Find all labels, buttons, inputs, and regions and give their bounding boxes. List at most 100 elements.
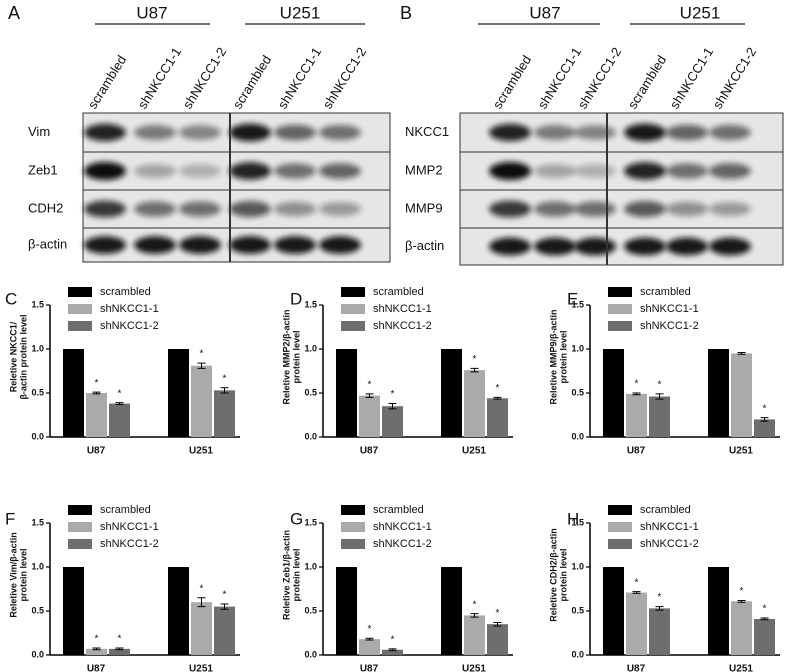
y-tick-label: 1.0 [31,561,44,571]
y-tick-label: 1.0 [304,343,317,353]
lane-label: shNKCC1-2 [320,45,369,112]
significance-mark: * [740,586,744,597]
bar [708,349,729,437]
band [134,125,176,140]
x-tick-label: U251 [729,446,753,457]
legend-label: scrambled [373,286,424,298]
x-tick-label: U251 [189,446,213,457]
bar [626,393,647,437]
error-bar [197,597,206,608]
legend-label: shNKCC1-1 [373,521,432,533]
band [574,164,616,178]
legend-label: shNKCC1-1 [373,303,432,315]
band [179,201,221,217]
y-tick-label: 0.0 [31,649,44,659]
significance-mark: * [223,373,227,384]
legend-label: shNKCC1-2 [373,538,432,550]
band [489,200,531,218]
x-tick-label: U87 [87,446,106,457]
error-bar [220,603,229,610]
bar [63,567,84,655]
band [624,237,666,256]
y-tick-label: 0.0 [304,431,317,441]
error-bar [365,393,374,398]
error-bar [92,391,101,395]
bar [359,395,380,437]
x-tick-label: U251 [462,664,486,672]
y-tick-label: 0.5 [31,605,44,615]
band [274,124,316,141]
error-bar [365,637,374,641]
lane-label: shNKCC1-2 [710,45,759,112]
bar [191,602,212,655]
band [574,125,616,140]
legend-swatch [341,522,365,532]
bar [359,639,380,655]
lane-label: shNKCC1-2 [180,45,229,112]
bar [441,567,462,655]
error-bar [655,393,664,400]
lane-label: shNKCC1-1 [275,45,324,112]
bar [109,648,130,655]
bar [63,349,84,437]
bar [754,419,775,437]
band [534,164,576,178]
bar [708,567,729,655]
bar [464,370,485,437]
significance-mark: * [391,389,395,400]
significance-mark: * [763,403,767,414]
y-tick-label: 1.5 [31,517,44,527]
band [709,124,751,141]
x-tick-label: U87 [360,664,379,672]
significance-mark: * [658,380,662,391]
significance-mark: * [223,590,227,601]
error-bar [115,402,124,405]
y-tick-label: 0.5 [571,605,584,615]
legend-label: shNKCC1-2 [640,320,699,332]
row-label: Zeb1 [28,162,58,177]
bar [336,567,357,655]
bar [603,349,624,437]
y-axis-label: β-actin protein level [18,314,28,399]
significance-mark: * [635,577,639,588]
y-tick-label: 0.0 [571,431,584,441]
bar [214,606,235,655]
significance-mark: * [118,634,122,645]
band [709,201,751,217]
y-axis-label: Reletive CDH2/β-actin [548,528,558,622]
band [319,201,361,217]
y-axis-label: Reletive MMP2/β-actin [281,309,291,404]
row-label: Vim [28,124,50,139]
error-bar [493,621,502,627]
band [84,236,126,254]
bar [603,567,624,655]
legend-swatch [341,539,365,549]
bar [214,390,235,437]
legend-label: shNKCC1-1 [640,303,699,315]
legend-label: shNKCC1-1 [100,521,159,533]
band [179,164,221,178]
band [624,162,666,180]
bar [382,649,403,655]
legend-swatch [341,505,365,515]
error-bar [632,591,641,594]
x-tick-label: U87 [360,446,379,457]
error-bar [388,403,397,410]
lane-label: shNKCC1-1 [135,45,184,112]
band [179,125,221,140]
bar [86,393,107,437]
y-tick-label: 0.0 [31,431,44,441]
x-tick-label: U251 [462,446,486,457]
row-label: CDH2 [28,200,63,215]
y-tick-label: 1.0 [304,561,317,571]
error-bar [632,392,641,396]
bar [109,403,130,437]
significance-mark: * [658,592,662,603]
error-bar [220,387,229,394]
legend-label: shNKCC1-2 [100,538,159,550]
error-bar [737,352,746,355]
legend-swatch [68,287,92,297]
panel-letter: B [400,3,412,23]
panel-letter: E [567,289,578,308]
